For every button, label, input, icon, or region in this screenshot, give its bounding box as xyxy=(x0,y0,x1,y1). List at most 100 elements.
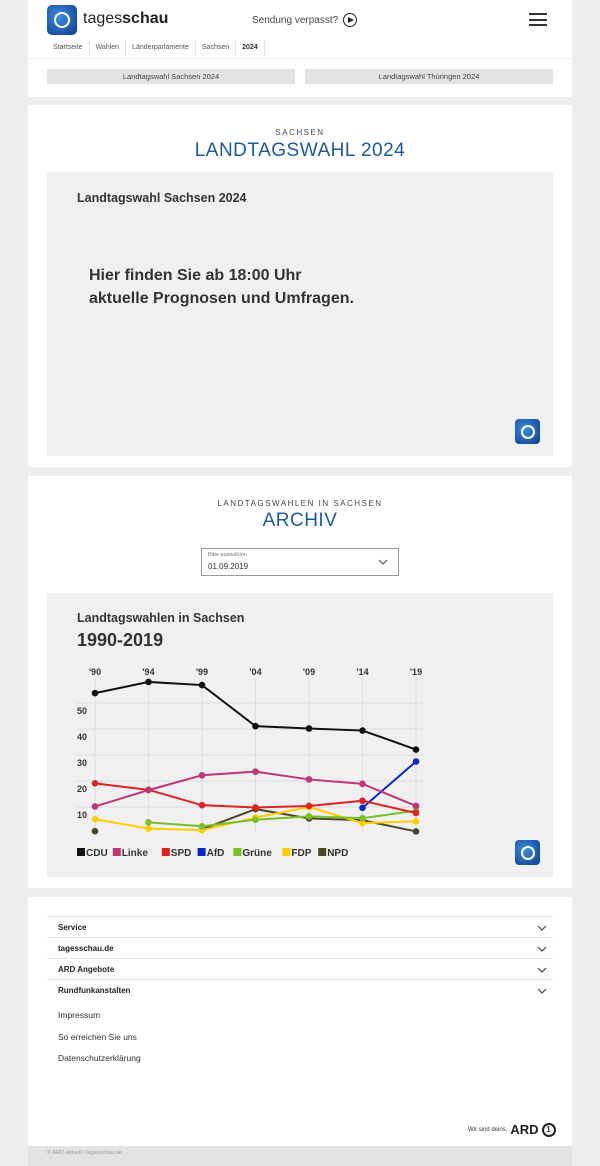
data-point xyxy=(145,819,152,826)
x-tick-label: '19 xyxy=(410,667,422,677)
series-Linke xyxy=(91,768,420,810)
tab-thueringen[interactable]: Landtagswahl Thüringen 2024 xyxy=(305,69,553,84)
data-point xyxy=(412,746,420,753)
data-point xyxy=(359,814,366,822)
data-point xyxy=(305,813,313,820)
series-CDU xyxy=(91,678,420,753)
election-date-select[interactable]: Bitte auswählen 01.09.2019 xyxy=(201,548,399,576)
data-point xyxy=(412,758,420,765)
breadcrumb-item[interactable]: Startseite xyxy=(47,41,90,55)
data-point xyxy=(252,768,259,775)
series-Grüne xyxy=(145,807,420,830)
legend-label: NPD xyxy=(327,848,348,859)
data-point xyxy=(359,727,366,734)
data-point xyxy=(305,725,313,732)
series-line xyxy=(148,809,417,828)
data-point xyxy=(91,803,99,810)
chevron-down-icon xyxy=(537,988,547,994)
legend-swatch xyxy=(233,848,242,856)
x-tick-label: '99 xyxy=(196,667,208,677)
data-point xyxy=(91,827,99,835)
menu-icon[interactable] xyxy=(529,13,547,26)
series-line xyxy=(361,760,417,809)
series-AfD xyxy=(359,758,420,812)
data-point xyxy=(305,776,313,783)
data-point xyxy=(412,828,420,835)
chart-subtitle: 1990-2019 xyxy=(77,630,164,650)
ard-one-icon: 1 xyxy=(541,1122,556,1137)
data-point xyxy=(198,681,206,689)
breadcrumb-item[interactable]: 2024 xyxy=(236,41,265,55)
breadcrumb-item[interactable]: Wahlen xyxy=(90,41,127,55)
legend-label: FDP xyxy=(291,848,311,859)
y-tick-label: 50 xyxy=(77,706,87,716)
data-point xyxy=(252,816,259,824)
data-point xyxy=(359,780,366,788)
legend-label: SPD xyxy=(171,848,192,859)
legend-label: AfD xyxy=(207,848,225,859)
breadcrumb-item[interactable]: Länderparlamente xyxy=(126,41,196,55)
legend-label: CDU xyxy=(86,848,108,859)
chart-title: Landtagswahlen in Sachsen xyxy=(77,611,245,625)
data-point xyxy=(305,802,313,810)
ard-logo[interactable]: Wir sind deins. ARD 1 xyxy=(468,1122,556,1137)
y-tick-label: 30 xyxy=(77,758,87,768)
breadcrumb-item[interactable]: Sachsen xyxy=(196,41,237,55)
header: tagesschau Sendung verpasst? Startseite … xyxy=(28,0,572,97)
legend-label: Grüne xyxy=(242,848,272,859)
chart-box: Landtagswahlen in Sachsen 1990-2019 '90 '… xyxy=(47,593,553,877)
prognose-box: Landtagswahl Sachsen 2024 Hier finden Si… xyxy=(47,172,553,456)
message: Hier finden Sie ab 18:00 Uhr aktuelle Pr… xyxy=(89,267,354,307)
accordion-item[interactable]: ARD Angebote xyxy=(47,958,553,979)
data-point xyxy=(145,786,152,794)
data-point xyxy=(359,804,366,812)
data-point xyxy=(198,801,206,809)
chevron-down-icon xyxy=(537,967,547,973)
tab-sachsen[interactable]: Landtagswahl Sachsen 2024 xyxy=(47,69,295,84)
kicker: SACHSEN xyxy=(275,128,325,137)
legend-swatch xyxy=(318,848,327,856)
accordion-item[interactable]: tagesschau.de xyxy=(47,937,553,958)
data-point xyxy=(91,689,99,697)
data-point xyxy=(198,771,206,779)
data-point xyxy=(252,722,259,730)
chevron-down-icon xyxy=(537,925,547,931)
section-title: ARCHIV xyxy=(262,510,338,531)
data-point xyxy=(412,809,420,817)
data-point xyxy=(359,819,366,827)
data-point xyxy=(91,780,99,787)
chevron-down-icon xyxy=(378,559,388,565)
section-title: LANDTAGSWAHL 2024 xyxy=(194,140,406,161)
brand-name[interactable]: tagesschau xyxy=(83,10,169,27)
data-point xyxy=(412,818,420,825)
sendung-verpasst-link[interactable]: Sendung verpasst? xyxy=(252,13,358,27)
y-tick-label: 20 xyxy=(77,784,87,794)
footer-link-kontakt[interactable]: So erreichen Sie uns xyxy=(58,1032,137,1042)
legend-swatch xyxy=(112,848,121,856)
legend-swatch xyxy=(161,848,170,856)
data-point xyxy=(359,797,366,805)
line-chart: '90 '94 '99 '04 '09 '14 '19 10 20 30 40 50 CDU Linke S… xyxy=(77,667,423,859)
data-point xyxy=(145,678,152,686)
data-point xyxy=(412,802,420,810)
data-point xyxy=(145,825,152,832)
copyright-bar: © ARD-aktuell / tagesschau.de xyxy=(28,1146,572,1166)
accordion-item[interactable]: Service xyxy=(47,916,553,937)
x-tick-label: '09 xyxy=(303,667,315,677)
play-icon xyxy=(343,13,358,27)
footer-link-datenschutz[interactable]: Datenschutzerklärung xyxy=(58,1053,141,1063)
tagesschau-logo-icon[interactable] xyxy=(47,5,77,35)
footer: Service tagesschau.de ARD Angebote Rundfunk… xyxy=(28,897,572,1146)
tagesschau-badge-icon xyxy=(515,419,540,444)
data-point xyxy=(198,822,206,830)
y-tick-label: 10 xyxy=(77,810,87,820)
chevron-down-icon xyxy=(537,946,547,952)
kicker: LANDTAGSWAHLEN IN SACHSEN xyxy=(217,499,383,508)
box-title: Landtagswahl Sachsen 2024 xyxy=(77,191,247,205)
accordion-item[interactable]: Rundfunkanstalten xyxy=(47,979,553,1000)
legend-label: Linke xyxy=(122,848,149,859)
breadcrumb: Startseite Wahlen Länderparlamente Sachs… xyxy=(47,41,265,55)
legend-swatch xyxy=(197,848,206,856)
footer-link-impressum[interactable]: Impressum xyxy=(58,1010,101,1020)
y-tick-label: 40 xyxy=(77,732,87,742)
